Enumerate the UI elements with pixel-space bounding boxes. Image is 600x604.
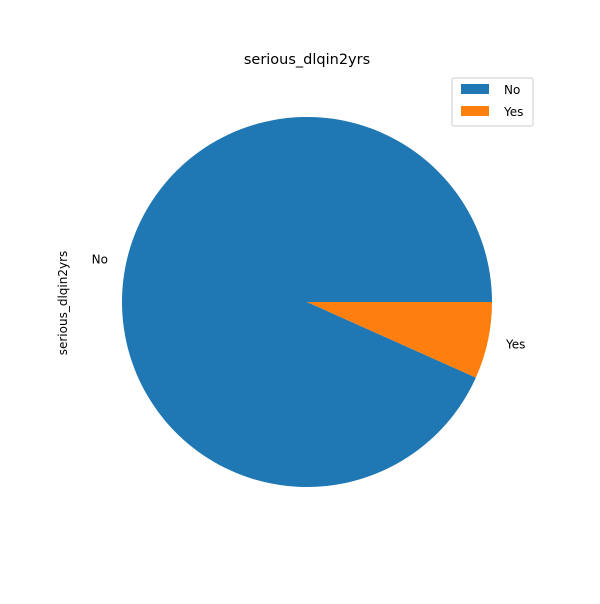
legend-swatch-yes — [461, 106, 489, 116]
legend: No Yes — [451, 77, 534, 127]
pie-slice-yes — [307, 302, 492, 378]
pie-slices — [121, 116, 492, 487]
slice-label-no: No — [92, 252, 108, 266]
legend-swatch-no — [461, 84, 489, 94]
slice-label-yes: Yes — [505, 338, 525, 352]
legend-label-yes: Yes — [503, 105, 523, 119]
legend-label-no: No — [504, 83, 520, 97]
y-axis-label: serious_dlqin2yrs — [56, 251, 70, 356]
pie-slice-labels: No Yes — [92, 252, 526, 351]
chart-title: serious_dlqin2yrs — [244, 52, 370, 68]
pie-slice-no — [121, 116, 492, 487]
